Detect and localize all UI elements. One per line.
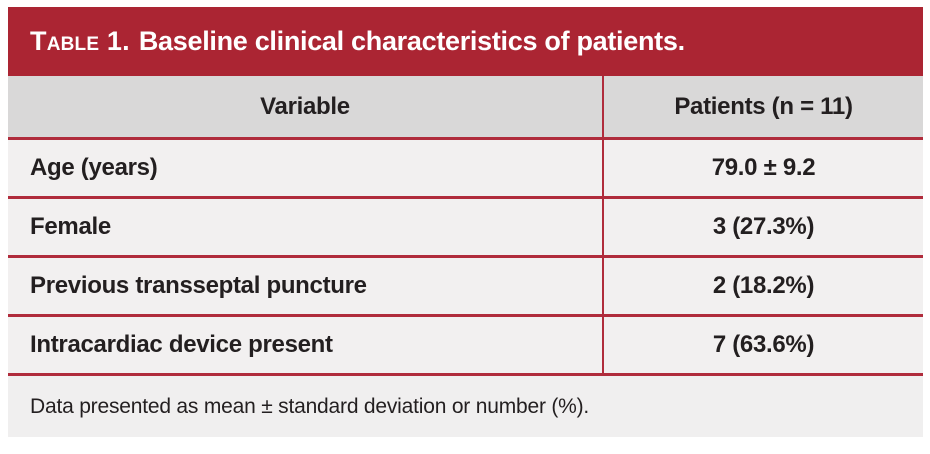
table-row-previous-transseptal-puncture: Previous transseptal puncture 2 (18.2%) [8,255,923,314]
column-header-patients: Patients (n = 11) [602,76,923,137]
table-title: Baseline clinical characteristics of pat… [138,26,685,56]
row-variable-label: Previous transseptal puncture [30,272,367,299]
row-value: 79.0 ± 9.2 [602,140,923,196]
row-value: 2 (18.2%) [602,258,923,314]
column-header-row: Variable Patients (n = 11) [8,76,923,137]
row-variable-label: Female [30,213,111,240]
row-value: 3 (27.3%) [602,199,923,255]
column-header-variable: Variable [260,92,350,120]
table-row-female: Female 3 (27.3%) [8,196,923,255]
table-row-age: Age (years) 79.0 ± 9.2 [8,137,923,196]
row-value: 7 (63.6%) [602,317,923,373]
baseline-characteristics-table: Table 1. Baseline clinical characteristi… [8,7,923,437]
row-variable-label: Age (years) [30,154,158,181]
row-variable-label: Intracardiac device present [30,331,333,358]
table-number-label: Table 1. [30,26,130,56]
table-footnote: Data presented as mean ± standard deviat… [8,373,923,437]
table-row-intracardiac-device: Intracardiac device present 7 (63.6%) [8,314,923,373]
table-title-banner: Table 1. Baseline clinical characteristi… [8,7,923,76]
